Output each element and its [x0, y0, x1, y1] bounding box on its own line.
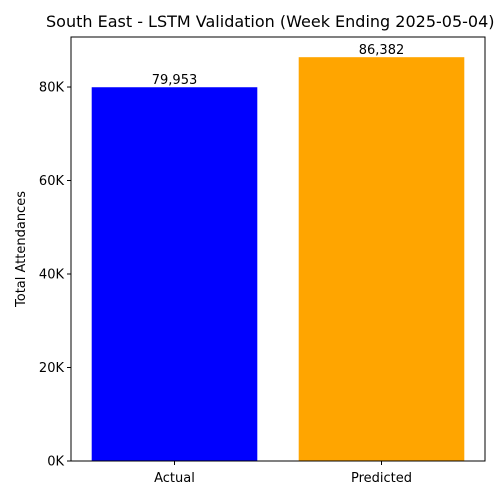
data-labels-group: 79,953 86,382 [152, 43, 405, 88]
y-tick-label: 0K [47, 455, 64, 470]
data-label-predicted: 86,382 [359, 43, 405, 58]
x-tick-label-predicted: Predicted [351, 471, 412, 486]
plot-frame [70, 36, 486, 462]
y-axis-label: Total Attendances [14, 191, 29, 308]
x-axis: Actual Predicted [154, 461, 412, 486]
chart-title: South East - LSTM Validation (Week Endin… [46, 12, 495, 31]
y-tick-label: 40K [39, 268, 65, 283]
y-axis: 0K 20K 40K 60K 80K [39, 81, 71, 470]
bar-predicted [298, 57, 465, 461]
y-tick-label: 80K [39, 81, 65, 96]
y-tick-label: 60K [39, 174, 65, 189]
x-tick-label-actual: Actual [154, 471, 195, 486]
bar-actual [91, 87, 258, 461]
y-tick-label: 20K [39, 361, 65, 376]
bars-group [91, 57, 465, 461]
data-label-actual: 79,953 [152, 73, 198, 88]
